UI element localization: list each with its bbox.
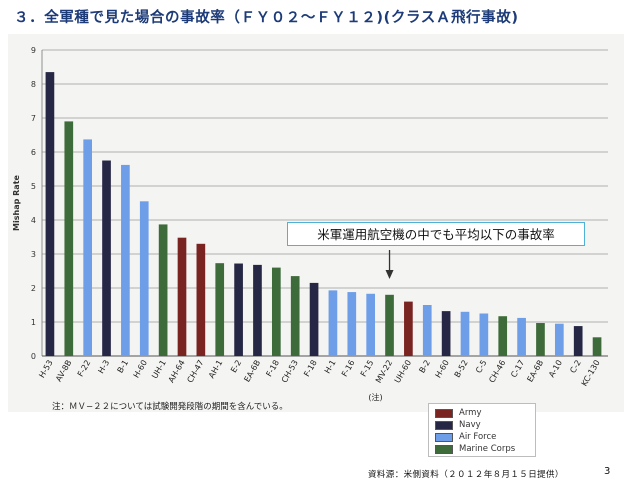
x-tick-label: UH-1 bbox=[150, 359, 168, 381]
y-tick-label: 0 bbox=[31, 352, 36, 361]
x-tick-label: F-16 bbox=[340, 359, 357, 379]
bar bbox=[347, 292, 357, 356]
y-tick-label: 7 bbox=[31, 114, 36, 123]
x-tick-label: H-60 bbox=[434, 359, 451, 380]
bar bbox=[573, 326, 583, 356]
x-tick-label: C-17 bbox=[509, 359, 526, 380]
y-tick-label: 6 bbox=[31, 148, 36, 157]
bar bbox=[158, 224, 168, 356]
page-number: 3 bbox=[604, 466, 611, 477]
x-tick-label: H-3 bbox=[96, 359, 111, 376]
bar bbox=[404, 301, 413, 356]
bar bbox=[422, 305, 432, 356]
legend-label-navy: Navy bbox=[459, 420, 481, 430]
bar bbox=[102, 160, 111, 356]
legend-item-marine-corps: Marine Corps bbox=[435, 443, 529, 455]
y-axis-label: Mishap Rate bbox=[12, 174, 21, 230]
bar bbox=[215, 263, 225, 356]
chart-legend: Army Navy Air Force Marine Corps bbox=[428, 403, 536, 457]
x-tick-label: C-5 bbox=[474, 359, 489, 375]
x-tick-label: CH-53 bbox=[280, 359, 300, 385]
callout-box: 米軍運用航空機の中でも平均以下の事故率 bbox=[287, 222, 585, 246]
y-tick-label: 1 bbox=[31, 318, 36, 327]
y-tick-label: 5 bbox=[31, 182, 36, 191]
x-tick-label: F-22 bbox=[76, 359, 93, 379]
legend-item-navy: Navy bbox=[435, 419, 529, 431]
legend-label-marine-corps: Marine Corps bbox=[459, 444, 516, 454]
y-tick-label: 3 bbox=[31, 250, 36, 259]
bar bbox=[83, 139, 92, 356]
y-tick-label: 9 bbox=[31, 46, 36, 55]
bar bbox=[196, 243, 206, 356]
x-tick-label: AV-8B bbox=[54, 359, 74, 384]
y-tick-label: 8 bbox=[31, 80, 36, 89]
legend-label-army: Army bbox=[459, 408, 482, 418]
x-tick-label: E-2 bbox=[229, 359, 243, 375]
legend-item-army: Army bbox=[435, 407, 529, 419]
bar bbox=[517, 317, 526, 356]
bar bbox=[64, 121, 74, 357]
x-tick-label: H-53 bbox=[37, 359, 54, 380]
bar bbox=[479, 313, 489, 356]
legend-item-air-force: Air Force bbox=[435, 431, 529, 443]
bar bbox=[498, 316, 508, 356]
legend-swatch-army bbox=[435, 408, 453, 418]
bar bbox=[536, 323, 545, 356]
legend-swatch-air-force bbox=[435, 432, 453, 442]
bar bbox=[592, 337, 602, 356]
bar bbox=[460, 311, 470, 356]
footnote: 注：ＭＶ−２２については試験開発段階の期間を含んでいる。 bbox=[52, 402, 288, 412]
x-tick-label: B-52 bbox=[453, 359, 470, 380]
bar bbox=[290, 276, 300, 356]
y-tick-label: 4 bbox=[31, 216, 36, 225]
x-tick-label: CH-46 bbox=[487, 359, 507, 385]
y-tick-label: 2 bbox=[31, 284, 36, 293]
legend-label-air-force: Air Force bbox=[459, 432, 497, 442]
bar bbox=[177, 237, 187, 356]
bar bbox=[309, 282, 319, 356]
bar bbox=[234, 263, 243, 356]
x-tick-label: AH-64 bbox=[167, 359, 187, 385]
bar bbox=[121, 164, 130, 356]
bar bbox=[441, 311, 451, 356]
x-tick-label: AH-1 bbox=[207, 359, 225, 380]
x-tick-label: A-10 bbox=[547, 359, 564, 379]
x-tick-label: B-2 bbox=[417, 359, 432, 375]
mv22-annotation: (注) bbox=[368, 392, 382, 402]
legend-swatch-marine-corps bbox=[435, 444, 453, 454]
bar bbox=[366, 293, 375, 356]
bar bbox=[271, 267, 281, 356]
x-tick-label: EA-6B bbox=[525, 359, 545, 384]
x-tick-label: UH-60 bbox=[393, 359, 413, 385]
bar bbox=[554, 323, 564, 356]
x-tick-label: EA-6B bbox=[242, 359, 262, 384]
x-tick-label: F-15 bbox=[359, 359, 376, 379]
x-tick-label: F-18 bbox=[302, 359, 319, 379]
legend-swatch-navy bbox=[435, 420, 453, 430]
data-source: 資料源：米側資料（２０１２年８月１５日提供） bbox=[368, 470, 564, 480]
bar bbox=[139, 201, 149, 356]
x-tick-label: MV-22 bbox=[374, 359, 394, 385]
x-tick-label: H-1 bbox=[323, 359, 338, 376]
callout-arrow-head bbox=[385, 270, 394, 279]
bar bbox=[328, 290, 338, 356]
x-tick-label: C-2 bbox=[568, 359, 583, 375]
page-title: ３．全軍種で見た場合の事故率（ＦＹ０２〜ＦＹ１２)(クラスＡ飛行事故) bbox=[14, 10, 519, 26]
bar bbox=[253, 264, 262, 356]
bar bbox=[385, 294, 394, 356]
bar bbox=[45, 72, 55, 356]
x-tick-label: KC-130 bbox=[580, 359, 602, 388]
x-tick-label: B-1 bbox=[116, 359, 131, 375]
x-tick-label: H-60 bbox=[132, 359, 149, 380]
x-tick-label: F-18 bbox=[264, 359, 281, 379]
x-tick-label: CH-47 bbox=[185, 359, 205, 385]
